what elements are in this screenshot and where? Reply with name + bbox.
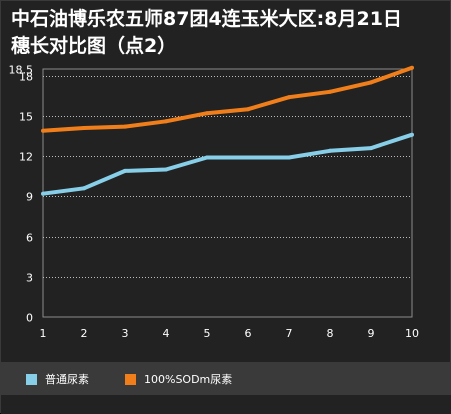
series-2-point-7 (287, 95, 291, 100)
series-line-2 (42, 65, 413, 133)
series-1-point-9 (369, 146, 373, 151)
legend-label-series-1: 普通尿素 (45, 373, 89, 386)
series-2-point-1 (41, 128, 45, 133)
series-1-point-4 (164, 167, 168, 172)
x-tick-label-4: 5 (204, 327, 211, 340)
series-2-point-8 (328, 89, 332, 94)
x-tick-label-7: 8 (327, 327, 334, 340)
y-tick-label-6: 18 (19, 71, 33, 84)
series-1-point-1 (41, 191, 45, 196)
y-tick-label-0: 0 (26, 312, 33, 325)
chart-title: 中石油博乐农五师87团4连玉米大区:8月21日 穗长对比图（点2） (11, 8, 402, 57)
y-tick-label-4: 12 (19, 151, 33, 164)
x-tick-label-9: 10 (405, 327, 419, 340)
series-2-point-5 (205, 111, 209, 116)
legend-swatch-series-2 (125, 373, 136, 385)
y-tick-label-3: 9 (26, 191, 33, 204)
series-2-point-10 (410, 65, 414, 70)
series-2-point-6 (246, 107, 250, 112)
y-tick-label-7: 18.5 (9, 64, 34, 77)
series-1-point-8 (328, 148, 332, 153)
legend-item-series-1: 普通尿素 (26, 371, 89, 387)
legend-item-series-2: 100%SODm尿素 (125, 371, 232, 387)
legend-label-series-2: 100%SODm尿素 (144, 373, 233, 386)
x-tick-label-5: 6 (245, 327, 252, 340)
series-2-point-2 (82, 126, 86, 130)
series-line-1 (42, 132, 413, 196)
legend: 普通尿素 100%SODm尿素 (1, 362, 451, 395)
series-1-point-7 (287, 155, 291, 160)
y-tick-label-2: 6 (26, 232, 33, 245)
series-1-point-5 (205, 155, 209, 160)
legend-swatch-series-1 (26, 373, 37, 385)
y-tick-label-1: 3 (26, 272, 33, 285)
x-tick-label-8: 9 (368, 327, 375, 340)
series-2-point-4 (164, 119, 168, 124)
series-1-point-3 (123, 168, 127, 173)
y-tick-label-5: 15 (19, 111, 33, 124)
series-1-point-10 (410, 132, 414, 137)
x-tick-label-6: 7 (286, 327, 293, 340)
x-tick-label-2: 3 (122, 327, 129, 340)
series-2-point-3 (123, 124, 127, 129)
series-2-point-9 (369, 80, 373, 85)
x-tick-label-0: 1 (40, 327, 47, 340)
bottom-strip (1, 395, 451, 414)
series-1-point-6 (246, 155, 250, 160)
x-tick-label-3: 4 (163, 327, 170, 340)
series-1-point-2 (82, 186, 86, 191)
plot-frame (42, 68, 413, 318)
x-tick-label-1: 2 (81, 327, 88, 340)
